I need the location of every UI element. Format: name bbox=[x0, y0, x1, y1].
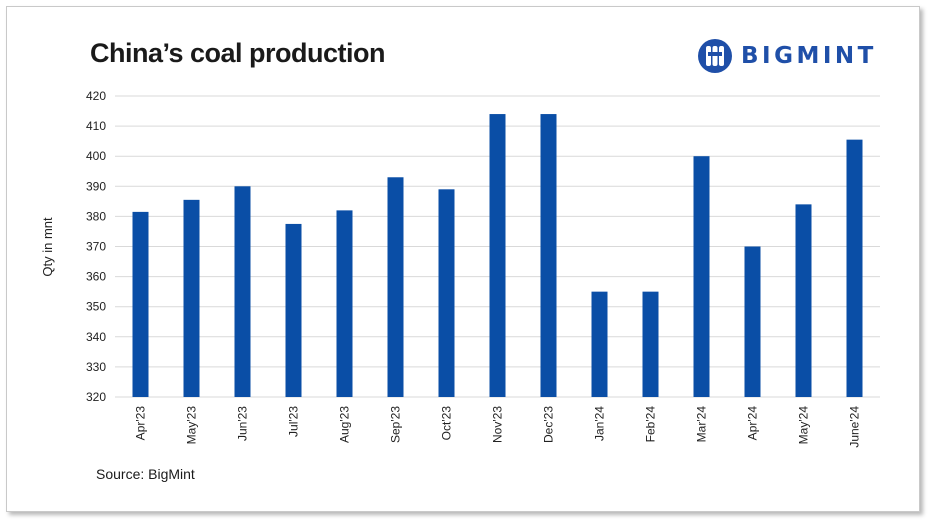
bar bbox=[489, 114, 506, 397]
bar bbox=[591, 291, 608, 397]
bar bbox=[744, 246, 761, 397]
x-tick-label: Mar'24 bbox=[695, 406, 709, 443]
x-tick-label: Apr'24 bbox=[746, 406, 760, 441]
x-tick-label: Feb'24 bbox=[644, 406, 658, 443]
bar bbox=[795, 204, 812, 397]
brand-logo: BIGMINT bbox=[697, 38, 877, 74]
bar bbox=[183, 199, 200, 397]
x-tick-label: Jul'23 bbox=[287, 406, 301, 437]
bar bbox=[387, 177, 404, 397]
source-note: Source: BigMint bbox=[96, 466, 195, 482]
y-tick-label: 380 bbox=[86, 209, 106, 223]
y-tick-label: 410 bbox=[86, 119, 106, 133]
bar bbox=[693, 156, 710, 397]
bar bbox=[846, 139, 863, 397]
x-tick-label: May'23 bbox=[185, 406, 199, 445]
x-tick-label: June'24 bbox=[848, 406, 862, 448]
x-tick-label: Jun'23 bbox=[236, 406, 250, 441]
x-tick-label: Oct'23 bbox=[440, 406, 454, 441]
y-tick-label: 360 bbox=[86, 270, 106, 284]
x-tick-label: Nov'23 bbox=[491, 406, 505, 443]
y-tick-label: 320 bbox=[86, 390, 106, 404]
bars bbox=[132, 114, 863, 397]
bar bbox=[642, 291, 659, 397]
x-tick-label: May'24 bbox=[797, 406, 811, 445]
bar bbox=[285, 223, 302, 397]
x-tick-label: Apr'23 bbox=[134, 406, 148, 441]
x-tick-label: Dec'23 bbox=[542, 406, 556, 443]
page-title: China’s coal production bbox=[90, 38, 386, 68]
y-tick-label: 370 bbox=[86, 240, 106, 254]
y-tick-label: 350 bbox=[86, 300, 106, 314]
brand-name: BIGMINT bbox=[741, 43, 877, 69]
y-tick-label: 400 bbox=[86, 149, 106, 163]
bigmint-logo-icon bbox=[698, 39, 732, 73]
x-tick-label: Sep'23 bbox=[389, 406, 403, 443]
y-axis-label: Qty in mnt bbox=[40, 217, 55, 277]
y-axis-ticks: 320 330 340 350 360 370 380 390 400 410 420 bbox=[86, 89, 106, 404]
x-axis-ticks: Apr'23 May'23 Jun'23 Jul'23 Aug'23 Sep'23 Oct'… bbox=[134, 406, 862, 448]
x-tick-label: Aug'23 bbox=[338, 406, 352, 443]
y-tick-label: 420 bbox=[86, 89, 106, 103]
bar bbox=[540, 114, 557, 397]
bar bbox=[132, 211, 149, 397]
x-tick-label: Jan'24 bbox=[593, 406, 607, 441]
chart-frame bbox=[6, 6, 920, 512]
bar bbox=[438, 189, 455, 397]
y-tick-label: 390 bbox=[86, 179, 106, 193]
bar bbox=[336, 210, 353, 397]
y-tick-label: 340 bbox=[86, 330, 106, 344]
bar bbox=[234, 186, 251, 397]
y-tick-label: 330 bbox=[86, 360, 106, 374]
